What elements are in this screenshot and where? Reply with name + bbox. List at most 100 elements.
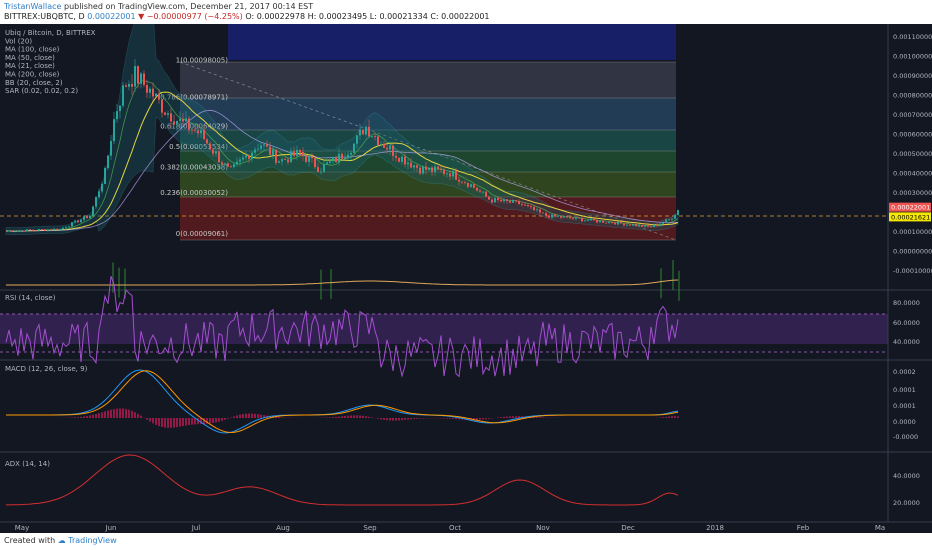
candle-body [272, 149, 274, 155]
candle-body [530, 206, 532, 207]
macd-histogram-bar [371, 417, 373, 418]
volume-bar [678, 270, 680, 301]
macd-histogram-bar [500, 417, 502, 418]
candle-body [431, 167, 433, 172]
macd-histogram-bar [275, 416, 277, 418]
macd-histogram-bar [332, 417, 334, 418]
candle-body [50, 229, 52, 231]
ohlc-values: O: 0.00022978 H: 0.00023495 L: 0.0002133… [245, 12, 490, 21]
candle-body [242, 157, 244, 160]
macd-histogram-bar [386, 418, 388, 421]
candle-body [260, 145, 262, 149]
macd-histogram-bar [98, 413, 100, 418]
candle-body [611, 222, 613, 224]
candle-body [446, 173, 448, 175]
adx-tick-label: 20.0000 [893, 499, 920, 507]
chart-area[interactable]: 1(0.00098005) 0.786(0.00078971) 0.618(0.00… [0, 7, 932, 533]
candle-body [539, 209, 541, 213]
macd-histogram-bar [149, 418, 151, 422]
fib-retracement[interactable]: 1(0.00098005) 0.786(0.00078971) 0.618(0.00… [160, 24, 677, 241]
candle-body [86, 216, 88, 219]
rsi-label: RSI (14, close) [5, 294, 56, 302]
candle-body [644, 225, 646, 227]
candle-body [389, 145, 391, 150]
price-axis: 0.00110000 0.00100000 0.00090000 0.00080000… [893, 33, 932, 275]
macd-histogram-bar [416, 418, 418, 419]
candle-body [146, 84, 148, 93]
price-tick-label: -0.00010000 [893, 267, 932, 275]
volume-bars [112, 260, 680, 301]
candle-body [284, 159, 286, 160]
candle-body [179, 119, 181, 121]
candle-body [425, 166, 427, 170]
candle-body [182, 119, 184, 122]
candle-body [419, 167, 421, 174]
macd-histogram-bar [662, 417, 664, 418]
macd-histogram-bar [455, 418, 457, 420]
macd-histogram-bar [353, 415, 355, 418]
adx-axis: 40.0000 20.0000 [893, 472, 920, 507]
candle-body [503, 199, 505, 202]
rsi-line [5, 276, 679, 378]
macd-histogram-bar [335, 416, 337, 418]
macd-histogram-bar [251, 413, 253, 418]
macd-histogram-bar [197, 418, 199, 425]
macd-histogram-bar [404, 418, 406, 420]
candle-body [92, 206, 94, 216]
candle-body [191, 129, 193, 131]
candle-body [338, 153, 340, 163]
candle-body [551, 214, 553, 218]
candle-body [23, 230, 25, 232]
candle-body [263, 144, 265, 146]
candle-body [305, 155, 307, 162]
candle-body [677, 210, 679, 215]
candle-body [404, 156, 406, 165]
volume-bar [672, 260, 674, 291]
candle-body [29, 229, 31, 231]
macd-histogram-bar [281, 417, 283, 418]
candle-body [128, 83, 130, 87]
macd-histogram-bar [113, 409, 115, 418]
macd-line [6, 369, 679, 434]
candle-body [20, 230, 22, 232]
candle-body [344, 157, 346, 159]
candle-body [491, 199, 493, 203]
ma-200-line [6, 279, 679, 286]
candle-body [626, 224, 628, 226]
tradingview-link[interactable]: TradingView [68, 536, 117, 545]
macd-histogram-bar [218, 418, 220, 422]
candle-body [278, 161, 280, 163]
macd-histogram-bar [179, 418, 181, 427]
created-with-label: Created with [4, 536, 56, 545]
macd-histogram-bar [116, 408, 118, 418]
legend-item: MA (21, close) [5, 62, 55, 70]
candle-body [617, 221, 619, 225]
candle-body [653, 224, 655, 228]
fib-level-label: 0(0.00009061) [176, 230, 228, 238]
macd-histogram-bar [518, 416, 520, 418]
macd-histogram-bar [338, 416, 340, 418]
adx-label: ADX (14, 14) [5, 460, 50, 468]
candle-body [35, 230, 37, 232]
macd-histogram-bar [383, 418, 385, 420]
price-tick-label: 0.00090000 [893, 72, 932, 80]
price-change: ▼ −0.00000977 (−4.25%) [138, 12, 243, 21]
adx-tick-label: 40.0000 [893, 472, 920, 480]
candle-body [317, 167, 319, 172]
macd-histogram-bar [182, 418, 184, 427]
macd-histogram-bar [167, 418, 169, 428]
macd-histogram-bar [329, 417, 331, 418]
candle-body [590, 218, 592, 221]
candle-body [401, 156, 403, 162]
price-chart[interactable]: 1(0.00098005) 0.786(0.00078971) 0.618(0.00… [0, 7, 932, 533]
price-tick-label: 0.00000000 [893, 248, 932, 256]
macd-histogram-bar [242, 414, 244, 418]
author-link[interactable]: TristanWallace [4, 2, 62, 11]
candle-body [662, 222, 664, 224]
candle-body [494, 198, 496, 203]
candle-body [674, 214, 676, 219]
candle-body [614, 223, 616, 225]
macd-histogram-bar [239, 414, 241, 418]
macd-histogram-bar [392, 418, 394, 421]
macd-histogram-bar [515, 416, 517, 418]
